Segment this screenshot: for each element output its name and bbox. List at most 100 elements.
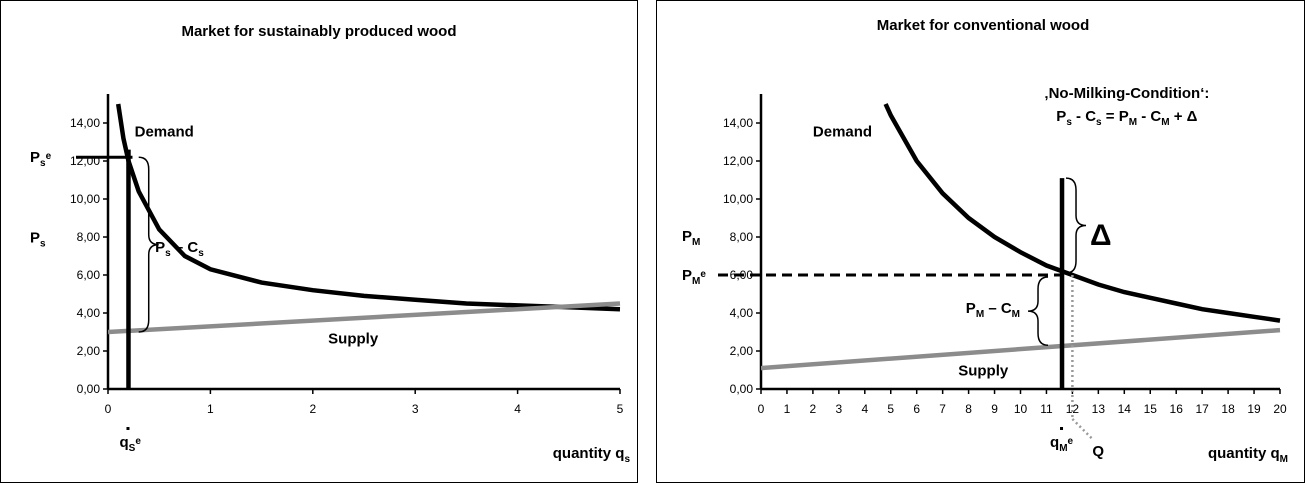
x-tick-label: 8	[965, 402, 972, 416]
supply-line	[761, 327, 1281, 371]
label-part: P	[682, 228, 692, 245]
equilibrium-quantity-label: qMe	[1050, 434, 1074, 454]
y-tick-label: 4,00	[77, 306, 101, 320]
label-part: P	[682, 267, 692, 284]
equilibrium-price-label: Pse	[30, 149, 52, 169]
y-tick-label: 14,00	[723, 116, 753, 130]
x-tick-label: 9	[991, 402, 998, 416]
label-part: quantity q	[553, 445, 625, 462]
margin-brace	[138, 156, 159, 333]
x-tick-label: 0	[758, 402, 765, 416]
label-part: s	[40, 158, 46, 169]
delta-brace	[1065, 177, 1087, 274]
label-part: - C	[1137, 108, 1161, 125]
chart-panel-conventional: Market for conventional wood 0,00 2,00 4,0…	[656, 0, 1305, 483]
y-tick-label: 10,00	[723, 192, 753, 206]
chart-panel-sustainable: Market for sustainably produced wood 0,0…	[0, 0, 638, 483]
label-part: – C	[171, 239, 199, 256]
delta-label: Δ	[1090, 219, 1112, 252]
label-part: P	[30, 149, 40, 166]
x-tick-label: 7	[939, 402, 946, 416]
label-part: M	[1280, 454, 1288, 465]
label-part: M	[692, 237, 700, 248]
label-part: - C	[1072, 108, 1096, 125]
y-tick-label: 8,00	[77, 230, 101, 244]
chart-title: Market for sustainably produced wood	[181, 23, 456, 40]
y-tick-label: 0,00	[77, 382, 101, 396]
series-label-supply: Supply	[328, 330, 379, 347]
series-label-supply: Supply	[958, 363, 1009, 380]
x-tick-label: 11	[1040, 402, 1053, 416]
chart-title: Market for conventional wood	[877, 17, 1090, 34]
label-part: M	[1012, 309, 1020, 320]
label-part: M	[692, 276, 700, 287]
x-tick-label: 17	[1195, 402, 1209, 416]
x-tick-label: 20	[1273, 402, 1287, 416]
supply-line	[108, 301, 621, 335]
x-tick-label: 18	[1221, 402, 1235, 416]
x-tick-label: 5	[887, 402, 894, 416]
x-tick-label: 10	[1014, 402, 1028, 416]
label-part: s	[198, 248, 204, 259]
x-tick-label: 2	[309, 402, 316, 416]
panel-frame	[656, 0, 1305, 483]
x-tick-label: 4	[514, 402, 521, 416]
y-tick-label: 10,00	[70, 192, 100, 206]
label-part: M	[976, 309, 984, 320]
series-label-demand: Demand	[135, 123, 194, 140]
q-marker-dot	[1060, 427, 1064, 430]
label-part: M	[1161, 117, 1169, 128]
y-tick-label: 2,00	[730, 344, 754, 358]
q-label: Q	[1092, 443, 1104, 460]
label-part: e	[700, 269, 706, 280]
y-axis-label: PM	[682, 228, 700, 248]
x-tick-label: 3	[836, 402, 843, 416]
margin-brace	[1027, 276, 1049, 347]
margin-label: PM – CM	[966, 300, 1020, 320]
series-label-demand: Demand	[813, 123, 872, 140]
label-part: s	[624, 454, 630, 465]
x-tick-label: 1	[784, 402, 791, 416]
label-part: e	[1068, 436, 1074, 447]
demand-curve	[115, 103, 621, 312]
equilibrium-quantity-label: qSe	[119, 434, 141, 454]
x-tick-label: 5	[617, 402, 624, 416]
x-tick-label: 2	[810, 402, 817, 416]
label-part: M	[1059, 443, 1067, 454]
label-part: P	[30, 230, 40, 247]
label-part: M	[1129, 117, 1137, 128]
x-tick-label: 12	[1066, 402, 1080, 416]
label-part: s	[1066, 117, 1072, 128]
x-tick-label: 16	[1170, 402, 1184, 416]
x-tick-label: 15	[1144, 402, 1158, 416]
label-part: P	[966, 300, 976, 317]
label-part: – C	[984, 300, 1012, 317]
label-part: = P	[1102, 108, 1129, 125]
y-tick-label: 14,00	[70, 116, 100, 130]
y-tick-label: 6,00	[77, 268, 101, 282]
x-axis-label: quantity qs	[553, 445, 631, 465]
x-tick-label: 6	[913, 402, 920, 416]
y-tick-label: 8,00	[730, 230, 754, 244]
label-part: quantity q	[1208, 445, 1280, 462]
label-part: e	[135, 436, 141, 447]
label-part: S	[129, 443, 136, 454]
label-part: + Δ	[1170, 108, 1198, 125]
label-part: P	[1056, 108, 1066, 125]
label-part: q	[119, 434, 128, 451]
y-tick-label: 12,00	[723, 154, 753, 168]
label-part: s	[165, 248, 171, 259]
x-axis-label: quantity qM	[1208, 445, 1288, 465]
y-tick-label: 2,00	[77, 344, 101, 358]
y-tick-label: 0,00	[730, 382, 754, 396]
condition-formula: Ps - Cs = PM - CM + Δ	[1056, 108, 1197, 128]
x-tick-label: 0	[105, 402, 112, 416]
y-tick-label: 4,00	[730, 306, 754, 320]
q-marker-dot	[126, 427, 130, 430]
condition-title: ‚No-Milking-Condition‘:	[1044, 85, 1209, 102]
label-part: q	[1050, 434, 1059, 451]
x-tick-label: 14	[1118, 402, 1132, 416]
label-part: s	[1096, 117, 1102, 128]
x-tick-label: 19	[1247, 402, 1261, 416]
